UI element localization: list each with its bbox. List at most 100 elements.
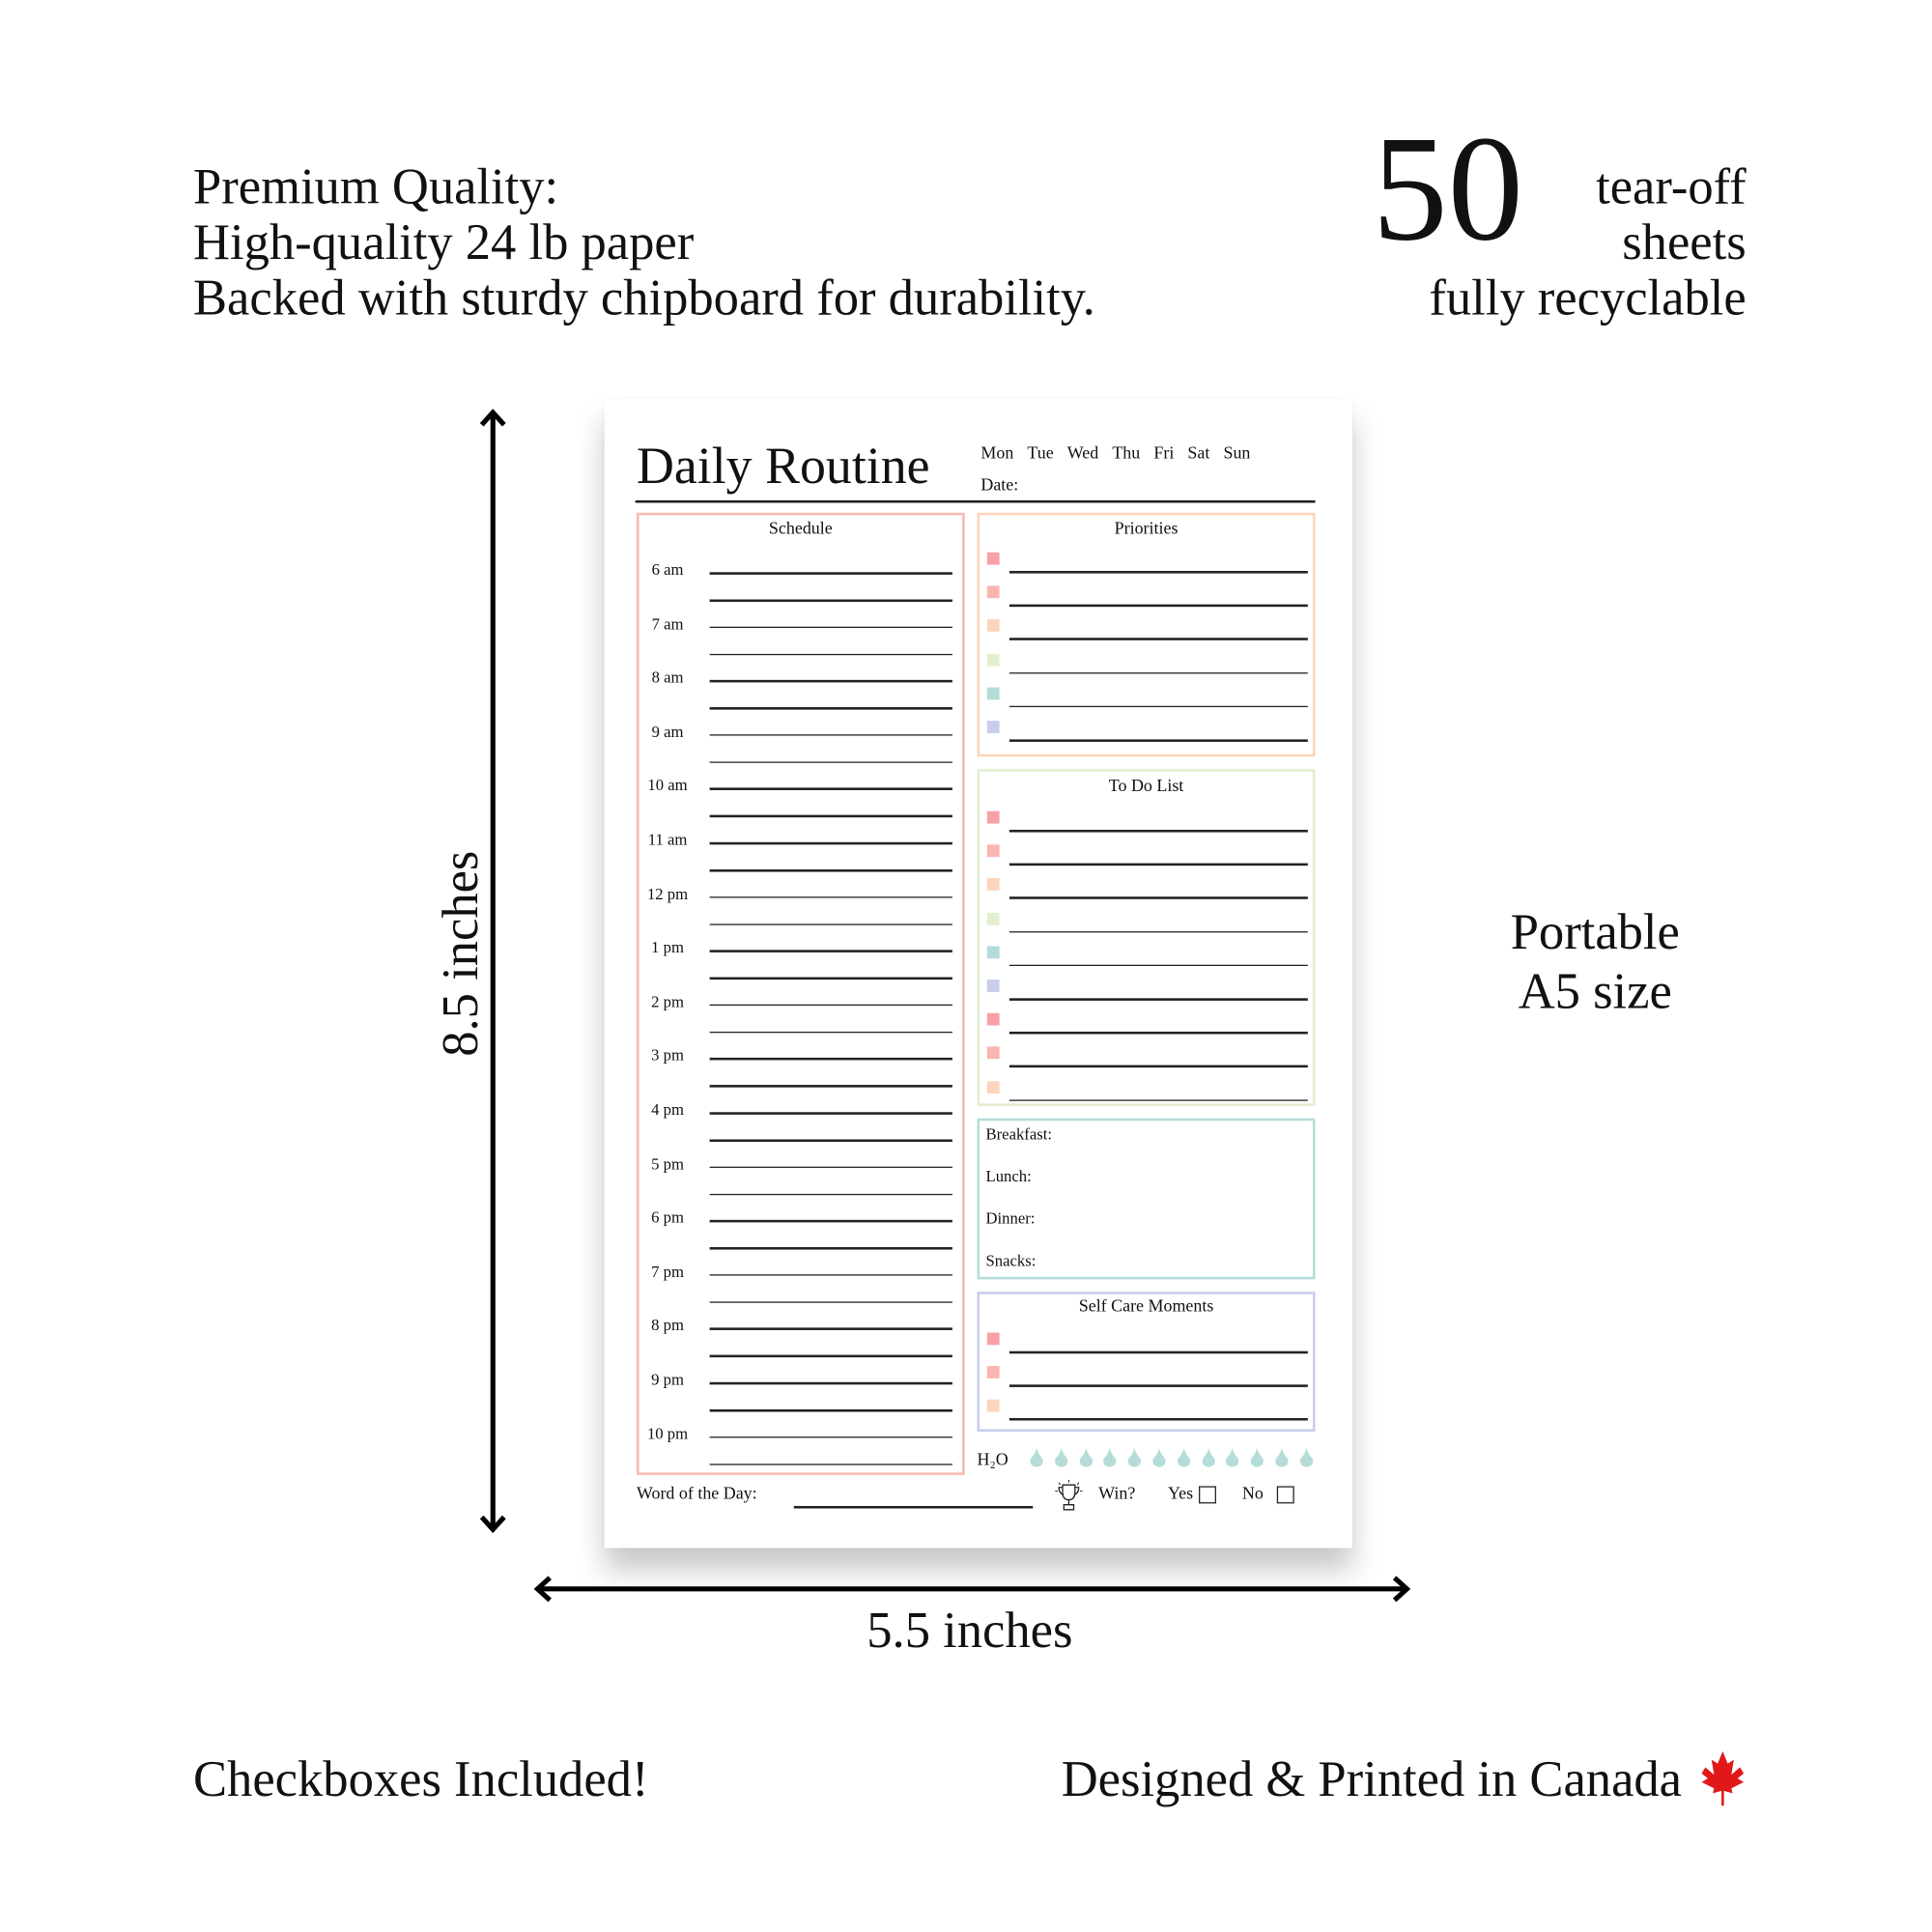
self-care-line[interactable]	[1009, 1350, 1308, 1353]
todo-line[interactable]	[1009, 1098, 1308, 1101]
priority-checkbox[interactable]	[986, 619, 1000, 633]
self-care-checkbox[interactable]	[986, 1366, 1000, 1379]
schedule-line[interactable]	[709, 761, 952, 764]
self-care-checkbox[interactable]	[986, 1332, 1000, 1346]
schedule-line[interactable]	[709, 841, 952, 844]
schedule-line[interactable]	[709, 572, 952, 575]
schedule-line[interactable]	[709, 680, 952, 683]
priority-checkbox[interactable]	[986, 721, 1000, 733]
schedule-line[interactable]	[709, 1463, 952, 1465]
todo-checkbox[interactable]	[986, 1012, 1000, 1026]
schedule-line[interactable]	[709, 977, 952, 980]
priority-checkbox[interactable]	[986, 653, 1000, 667]
todo-line[interactable]	[1009, 829, 1308, 832]
schedule-line[interactable]	[709, 1355, 952, 1357]
self-care-line[interactable]	[1009, 1384, 1308, 1387]
no-checkbox[interactable]	[1276, 1486, 1294, 1504]
water-drop-icon[interactable]	[1274, 1447, 1289, 1468]
self-care-checkbox[interactable]	[986, 1400, 1000, 1413]
water-drop-icon[interactable]	[1151, 1447, 1166, 1468]
water-drop-icon[interactable]	[1127, 1447, 1142, 1468]
schedule-line[interactable]	[709, 1004, 952, 1007]
todo-line[interactable]	[1009, 998, 1308, 1001]
schedule-line[interactable]	[709, 653, 952, 656]
weekday-option[interactable]: Tue	[1027, 444, 1054, 464]
schedule-line[interactable]	[709, 626, 952, 629]
priority-checkbox[interactable]	[986, 585, 1000, 599]
self-care-line[interactable]	[1009, 1418, 1308, 1421]
schedule-line[interactable]	[709, 1139, 952, 1142]
schedule-hour-label: 6 am	[651, 559, 684, 579]
weekday-option[interactable]: Thu	[1112, 444, 1141, 464]
todo-line[interactable]	[1009, 964, 1308, 967]
weekday-option[interactable]: Sat	[1187, 444, 1210, 464]
schedule-line[interactable]	[709, 1166, 952, 1169]
schedule-line[interactable]	[709, 1301, 952, 1304]
water-drop-icon[interactable]	[1250, 1447, 1264, 1468]
priority-line[interactable]	[1009, 705, 1308, 708]
schedule-line[interactable]	[709, 733, 952, 736]
schedule-line[interactable]	[709, 1112, 952, 1115]
weekday-row[interactable]: Mon Tue Wed Thu Fri Sat Sun	[980, 444, 1250, 465]
schedule-line[interactable]	[709, 923, 952, 925]
todo-checkbox[interactable]	[986, 912, 1000, 925]
schedule-line[interactable]	[709, 599, 952, 602]
win-yes-option[interactable]: Yes	[1168, 1485, 1217, 1505]
schedule-line[interactable]	[709, 1193, 952, 1196]
water-drop-icon[interactable]	[1177, 1447, 1191, 1468]
schedule-line[interactable]	[709, 895, 952, 898]
schedule-line[interactable]	[709, 1435, 952, 1438]
todo-checkbox[interactable]	[986, 1046, 1000, 1060]
water-drop-icon[interactable]	[1103, 1447, 1118, 1468]
schedule-line[interactable]	[709, 815, 952, 818]
word-of-day-line[interactable]	[793, 1505, 1034, 1508]
todo-title: To Do List	[1108, 778, 1184, 797]
priority-checkbox[interactable]	[986, 687, 1000, 700]
schedule-line[interactable]	[709, 1381, 952, 1384]
priority-line[interactable]	[1009, 604, 1308, 607]
todo-line[interactable]	[1009, 1065, 1308, 1067]
schedule-line[interactable]	[709, 1327, 952, 1330]
schedule-line[interactable]	[709, 1247, 952, 1250]
todo-checkbox[interactable]	[986, 980, 1000, 992]
schedule-line[interactable]	[709, 950, 952, 952]
yes-checkbox[interactable]	[1199, 1486, 1217, 1504]
weekday-option[interactable]: Fri	[1153, 444, 1175, 464]
schedule-hour-label: 4 pm	[651, 1099, 684, 1119]
schedule-line[interactable]	[709, 707, 952, 710]
water-drop-icon[interactable]	[1299, 1447, 1314, 1468]
schedule-line[interactable]	[709, 1408, 952, 1411]
schedule-line[interactable]	[709, 1058, 952, 1061]
schedule-line[interactable]	[709, 868, 952, 871]
todo-checkbox[interactable]	[986, 946, 1000, 959]
water-drop-icon[interactable]	[1029, 1447, 1043, 1468]
todo-checkbox[interactable]	[986, 1080, 1000, 1094]
priority-line[interactable]	[1009, 739, 1308, 742]
todo-checkbox[interactable]	[986, 844, 1000, 858]
priority-checkbox[interactable]	[986, 552, 1000, 565]
schedule-line[interactable]	[709, 1220, 952, 1222]
water-drop-icon[interactable]	[1225, 1447, 1239, 1468]
water-drop-icon[interactable]	[1054, 1447, 1068, 1468]
schedule-line[interactable]	[709, 1031, 952, 1034]
todo-checkbox[interactable]	[986, 878, 1000, 892]
priority-line[interactable]	[1009, 671, 1308, 674]
weekday-option[interactable]: Mon	[980, 444, 1014, 464]
water-drop-icon[interactable]	[1078, 1447, 1093, 1468]
water-drop-icon[interactable]	[1201, 1447, 1215, 1468]
priority-line[interactable]	[1009, 638, 1308, 640]
priority-line[interactable]	[1009, 571, 1308, 573]
schedule-line[interactable]	[709, 1085, 952, 1088]
meal-label: Snacks:	[985, 1250, 1037, 1270]
weekday-option[interactable]: Sun	[1223, 444, 1251, 464]
win-no-option[interactable]: No	[1242, 1485, 1294, 1505]
todo-checkbox[interactable]	[986, 810, 1000, 824]
todo-line[interactable]	[1009, 930, 1308, 933]
weekday-option[interactable]: Wed	[1066, 444, 1099, 464]
feature-line: High-quality 24 lb paper	[192, 213, 695, 270]
schedule-line[interactable]	[709, 1273, 952, 1276]
todo-line[interactable]	[1009, 1032, 1308, 1035]
todo-line[interactable]	[1009, 863, 1308, 866]
schedule-line[interactable]	[709, 787, 952, 790]
todo-line[interactable]	[1009, 896, 1308, 899]
